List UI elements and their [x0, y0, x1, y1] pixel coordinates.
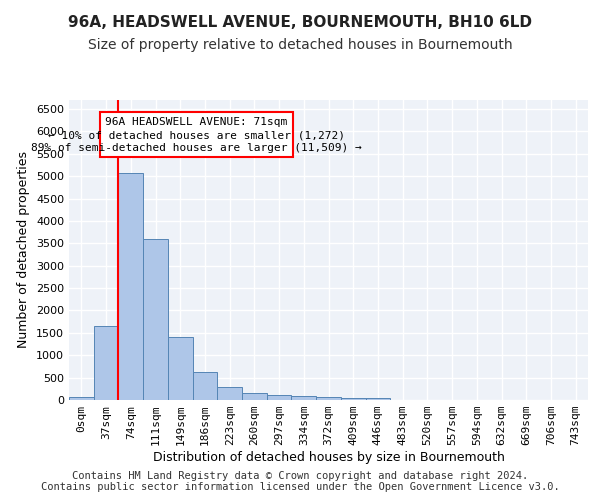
Text: Size of property relative to detached houses in Bournemouth: Size of property relative to detached ho…: [88, 38, 512, 52]
Bar: [365, 398, 390, 400]
Text: Contains HM Land Registry data © Crown copyright and database right 2024.
Contai: Contains HM Land Registry data © Crown c…: [41, 471, 559, 492]
Bar: [267, 394, 292, 400]
Bar: [341, 398, 365, 400]
Bar: [242, 393, 267, 400]
Bar: [193, 372, 217, 400]
Bar: [118, 174, 143, 400]
Text: 96A, HEADSWELL AVENUE, BOURNEMOUTH, BH10 6LD: 96A, HEADSWELL AVENUE, BOURNEMOUTH, BH10…: [68, 15, 532, 30]
Bar: [168, 337, 193, 400]
Text: 89% of semi-detached houses are larger (11,509) →: 89% of semi-detached houses are larger (…: [31, 143, 362, 153]
Bar: [69, 397, 94, 400]
Y-axis label: Number of detached properties: Number of detached properties: [17, 152, 31, 348]
X-axis label: Distribution of detached houses by size in Bournemouth: Distribution of detached houses by size …: [152, 451, 505, 464]
Text: ← 10% of detached houses are smaller (1,272): ← 10% of detached houses are smaller (1,…: [48, 130, 345, 140]
Bar: [292, 396, 316, 400]
Text: 96A HEADSWELL AVENUE: 71sqm: 96A HEADSWELL AVENUE: 71sqm: [105, 118, 287, 128]
FancyBboxPatch shape: [100, 112, 293, 157]
Bar: [94, 326, 118, 400]
Bar: [143, 239, 168, 400]
Bar: [217, 387, 242, 400]
Bar: [316, 398, 341, 400]
